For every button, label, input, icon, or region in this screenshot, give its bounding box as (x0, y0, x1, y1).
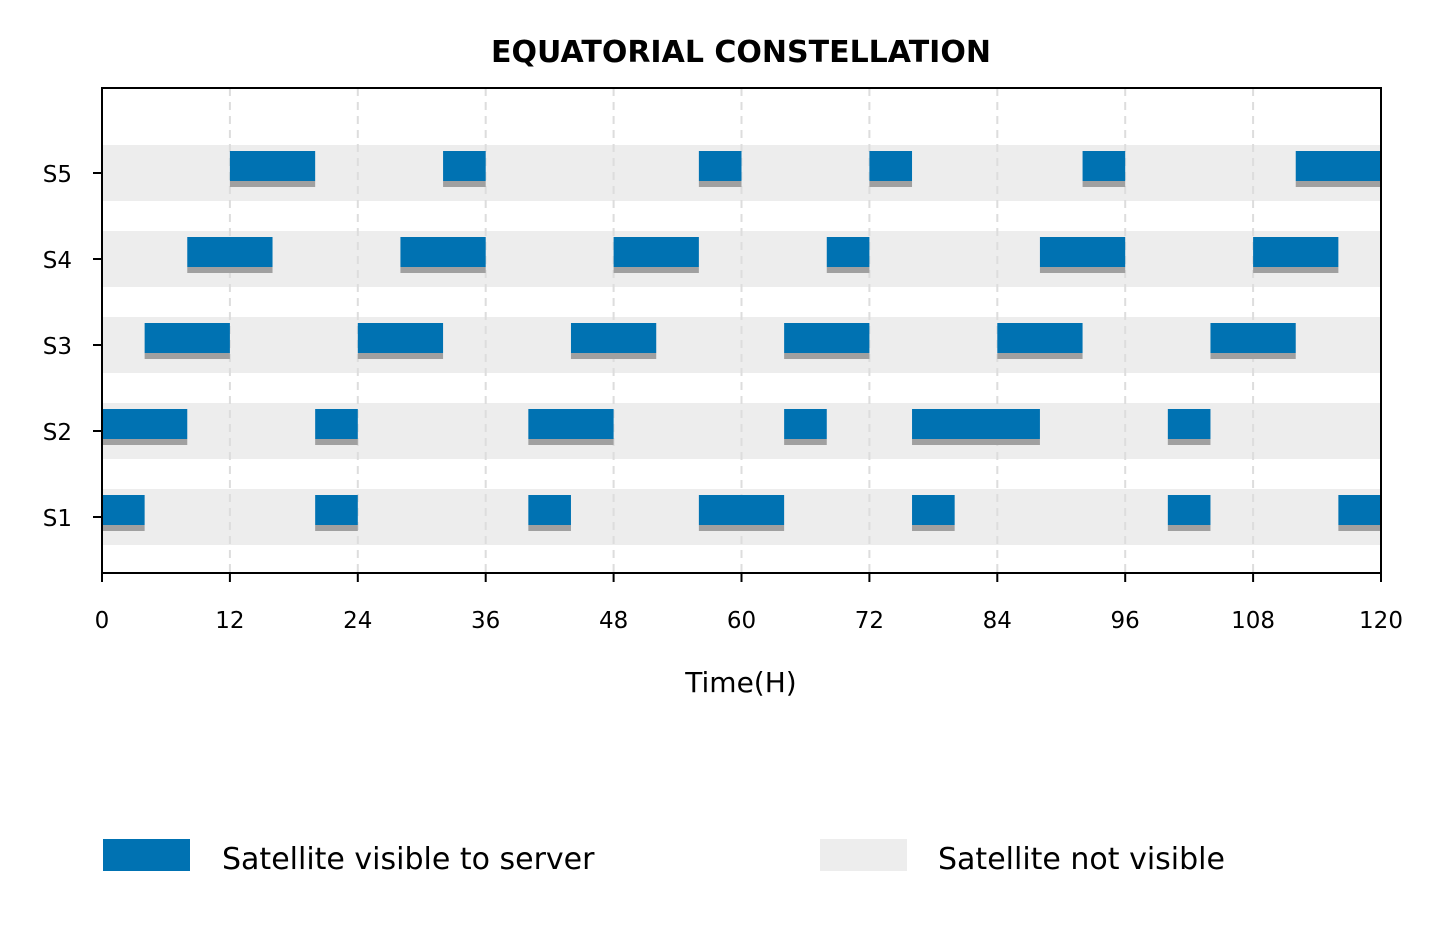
visibility-bar-s3 (570, 323, 657, 353)
visibility-bar-shadow (826, 267, 870, 273)
visibility-bar-s1 (698, 495, 785, 525)
visibility-bar-shadow (784, 353, 870, 359)
legend-label: Satellite not visible (938, 842, 1225, 877)
visibility-bar-s2 (315, 409, 358, 439)
visibility-bar-s3 (357, 323, 444, 353)
visibility-bar-shadow (784, 439, 827, 445)
visibility-bar-s4 (1253, 237, 1339, 267)
x-tick-label: 48 (599, 608, 628, 634)
visibility-bar-s4 (400, 237, 486, 267)
visibility-bar-s5 (229, 151, 316, 181)
visibility-bar-s2 (1167, 409, 1211, 439)
x-tick-label: 96 (1111, 608, 1140, 634)
x-tick-label: 0 (95, 608, 110, 634)
visibility-bar-s3 (144, 323, 230, 353)
visibility-bar-shadow (443, 181, 486, 187)
visibility-bar-shadow (1082, 181, 1126, 187)
visibility-bar-shadow (1253, 267, 1339, 273)
visibility-bar-s4 (613, 237, 699, 267)
visibility-bar-s3 (784, 323, 870, 353)
visibility-bar-shadow (997, 353, 1083, 359)
visibility-bar-s5 (443, 151, 486, 181)
y-axis-ticks: S1 S2 S3 S4 S5 (43, 162, 102, 532)
visibility-bar-shadow (102, 439, 188, 445)
chart-title: EQUATORIAL CONSTELLATION (491, 35, 991, 70)
y-tick-label: S3 (43, 334, 72, 360)
visibility-bar-s1 (315, 495, 358, 525)
visibility-bar-shadow (528, 439, 614, 445)
visibility-bar-s2 (528, 409, 614, 439)
y-tick-label: S2 (43, 420, 72, 446)
visibility-bar-shadow (570, 353, 657, 359)
legend-label: Satellite visible to server (222, 842, 595, 877)
visibility-bar-shadow (528, 525, 571, 531)
visibility-bar-s2 (784, 409, 827, 439)
visibility-bar-shadow (400, 267, 486, 273)
visibility-bar-shadow (698, 181, 742, 187)
visibility-bar-s5 (1082, 151, 1126, 181)
x-tick-label: 36 (471, 608, 500, 634)
legend: Satellite visible to server Satellite not… (103, 839, 1225, 877)
x-axis-label: Time(H) (684, 666, 796, 699)
visibility-bar-s1 (528, 495, 571, 525)
visibility-bar-shadow (1210, 353, 1296, 359)
visibility-bar-shadow (1338, 525, 1381, 531)
visibility-bar-s1 (912, 495, 955, 525)
visibility-bar-s2 (102, 409, 188, 439)
visibility-bar-s5 (869, 151, 913, 181)
visibility-bar-shadow (357, 353, 444, 359)
x-tick-label: 12 (215, 608, 244, 634)
legend-swatch (103, 839, 190, 871)
visibility-bar-shadow (1039, 267, 1126, 273)
x-tick-label: 120 (1359, 608, 1403, 634)
visibility-bar-shadow (229, 181, 316, 187)
visibility-bar-shadow (315, 439, 358, 445)
visibility-bar-s3 (1210, 323, 1296, 353)
x-tick-label: 108 (1231, 608, 1275, 634)
visibility-bar-shadow (1167, 525, 1211, 531)
x-tick-label: 24 (343, 608, 372, 634)
visibility-bar-s1 (102, 495, 145, 525)
visibility-bar-s4 (826, 237, 870, 267)
visibility-bar-s3 (997, 323, 1083, 353)
visibility-bar-s5 (698, 151, 742, 181)
visibility-bar-shadow (912, 439, 1040, 445)
visibility-bars (102, 151, 1381, 531)
visibility-bar-shadow (1295, 181, 1381, 187)
x-tick-label: 72 (855, 608, 884, 634)
visibility-bar-shadow (869, 181, 913, 187)
visibility-bar-shadow (187, 267, 273, 273)
visibility-bar-s4 (1039, 237, 1126, 267)
visibility-bar-shadow (102, 525, 145, 531)
y-tick-label: S4 (43, 248, 72, 274)
visibility-bar-shadow (315, 525, 358, 531)
visibility-bar-s2 (912, 409, 1040, 439)
visibility-bar-s1 (1167, 495, 1211, 525)
visibility-bar-shadow (144, 353, 230, 359)
visibility-bar-shadow (698, 525, 785, 531)
legend-swatch (820, 839, 907, 871)
x-tick-label: 84 (983, 608, 1012, 634)
visibility-bar-s5 (1295, 151, 1381, 181)
visibility-bar-shadow (613, 267, 699, 273)
visibility-bar-shadow (1167, 439, 1211, 445)
visibility-bar-shadow (912, 525, 955, 531)
visibility-bar-s1 (1338, 495, 1381, 525)
x-axis-ticks: 0 12 24 36 48 60 72 84 96 108 120 (95, 573, 1403, 634)
y-tick-label: S5 (43, 162, 72, 188)
visibility-bar-s4 (187, 237, 273, 267)
y-tick-label: S1 (43, 506, 72, 532)
x-tick-label: 60 (727, 608, 756, 634)
